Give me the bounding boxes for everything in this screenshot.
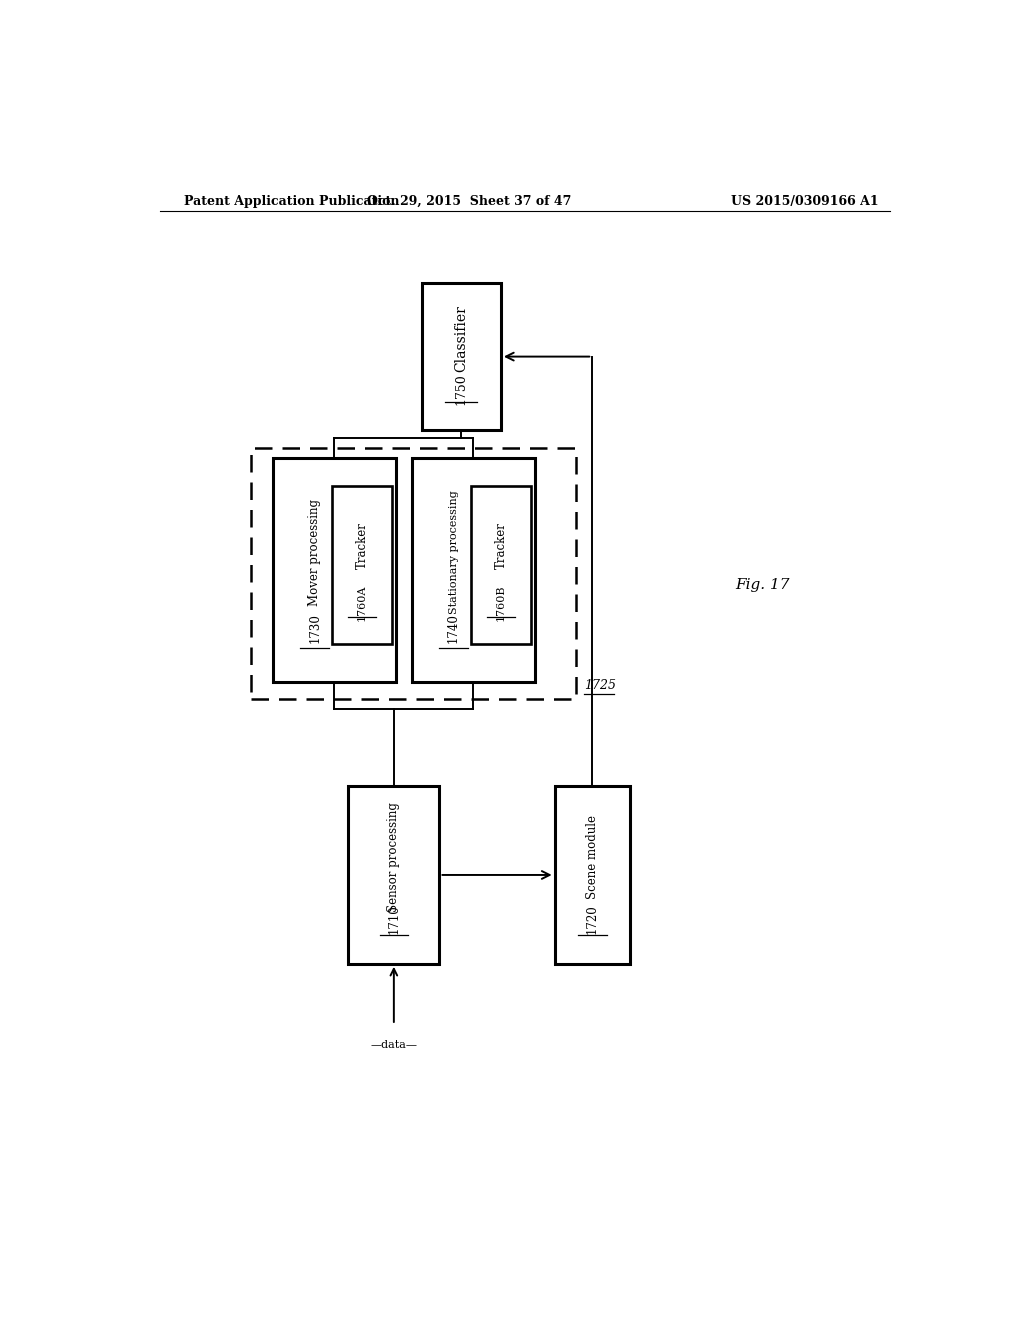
Text: 1750: 1750 xyxy=(455,374,468,405)
Text: —data—: —data— xyxy=(371,1040,418,1051)
Text: Mover processing: Mover processing xyxy=(308,499,322,606)
Text: 1760B: 1760B xyxy=(496,585,506,620)
Text: Stationary processing: Stationary processing xyxy=(449,490,459,614)
Bar xyxy=(422,282,501,430)
Text: 1730: 1730 xyxy=(308,614,322,643)
Bar xyxy=(348,785,439,964)
Text: 1725: 1725 xyxy=(585,678,616,692)
Bar xyxy=(471,486,530,644)
Text: Tracker: Tracker xyxy=(495,523,508,569)
Text: 1740: 1740 xyxy=(447,614,460,643)
Text: Classifier: Classifier xyxy=(455,305,468,372)
Bar xyxy=(272,458,396,682)
Text: 1760A: 1760A xyxy=(357,585,368,620)
Bar xyxy=(412,458,535,682)
Text: Sensor processing: Sensor processing xyxy=(387,803,400,912)
Text: Fig. 17: Fig. 17 xyxy=(735,578,791,593)
Text: 1710: 1710 xyxy=(387,904,400,935)
Text: Patent Application Publication: Patent Application Publication xyxy=(183,194,399,207)
Bar xyxy=(333,486,392,644)
Text: Oct. 29, 2015  Sheet 37 of 47: Oct. 29, 2015 Sheet 37 of 47 xyxy=(367,194,571,207)
Text: 1720: 1720 xyxy=(586,904,599,935)
Text: Tracker: Tracker xyxy=(355,523,369,569)
Bar xyxy=(251,447,577,700)
Text: Scene module: Scene module xyxy=(586,816,599,899)
Text: US 2015/0309166 A1: US 2015/0309166 A1 xyxy=(731,194,879,207)
Bar xyxy=(555,785,630,964)
